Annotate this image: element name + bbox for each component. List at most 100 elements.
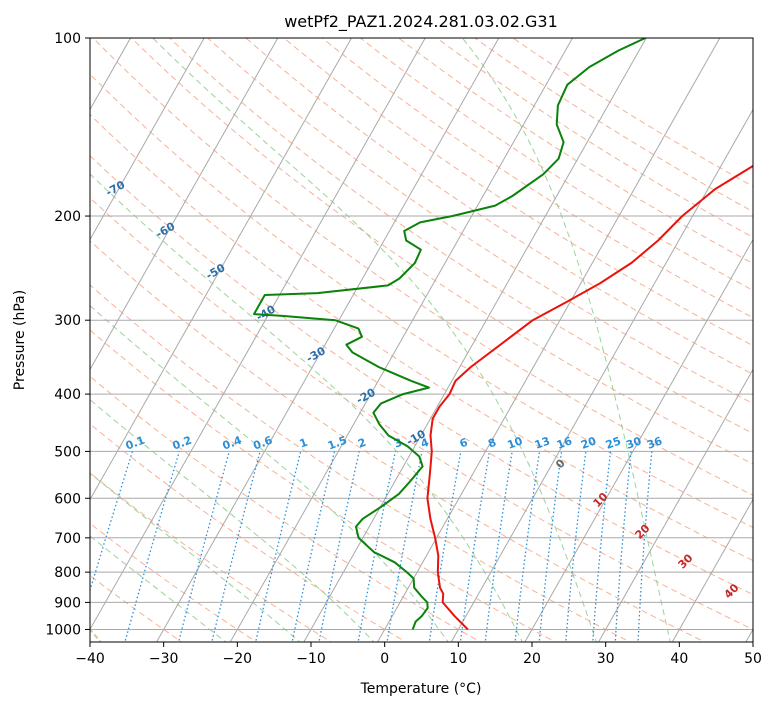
mixing-ratio-label: 25 — [604, 434, 623, 451]
dry-adiabat-line — [90, 329, 557, 642]
dry-adiabat-line — [245, 38, 753, 375]
mixing-ratio-label: 20 — [579, 434, 598, 452]
x-tick-label: −40 — [75, 651, 105, 667]
dry-adiabat-line — [90, 197, 753, 631]
temperature-profile-line — [426, 164, 753, 631]
y-tick-label: 1000 — [45, 622, 81, 638]
dry-adiabat-line — [90, 240, 706, 642]
moist-adiabat-line — [90, 535, 227, 642]
dry-adiabat-label: 10 — [591, 490, 611, 510]
mixing-ratio-label: 1 — [298, 436, 310, 451]
mixing-ratio-line — [637, 451, 653, 642]
dry-adiabats — [90, 38, 753, 642]
mixing-ratio-line — [459, 451, 491, 642]
y-tick-label: 100 — [54, 31, 81, 47]
mixing-ratio-line — [514, 451, 541, 642]
mixing-ratio-label: 6 — [458, 436, 470, 451]
plot-frame — [89, 37, 754, 643]
dry-adiabat-line — [92, 38, 753, 496]
moist-adiabats — [90, 38, 671, 642]
isotherm-label: -20 — [354, 386, 378, 407]
dry-adiabat-label: 0 — [553, 456, 568, 471]
isotherm-label: -80 — [53, 136, 77, 157]
mixing-ratio-line — [565, 451, 587, 642]
mixing-ratio-line — [386, 451, 423, 642]
mixing-ratio-line — [592, 451, 612, 642]
mixing-ratio-label: 0.1 — [124, 434, 147, 453]
dry-adiabat-label: 30 — [676, 551, 696, 571]
dry-adiabat-line — [90, 472, 333, 642]
mixing-ratio-line — [124, 451, 180, 642]
x-axis-title: Temperature (°C) — [360, 681, 482, 697]
dry-adiabat-line — [283, 38, 753, 347]
x-tick-label: 30 — [597, 651, 615, 667]
isotherm-line — [90, 38, 279, 371]
dry-adiabat-line — [90, 113, 753, 562]
mixing-ratio-label: 0.4 — [221, 434, 244, 453]
mixing-ratio-label: 3 — [392, 436, 404, 451]
isotherm-line — [450, 108, 753, 642]
dry-adiabat-label: 40 — [722, 581, 742, 601]
y-tick-label: 900 — [54, 595, 81, 611]
mixing-ratio-lines — [90, 451, 653, 642]
mixing-ratio-line — [614, 451, 632, 642]
dry-adiabat-line — [206, 38, 753, 404]
mixing-ratio-label: 30 — [624, 434, 643, 452]
dry-adiabat-line — [397, 38, 753, 265]
mixing-ratio-label: 16 — [555, 434, 574, 452]
isotherm-label: -30 — [304, 344, 328, 365]
mixing-ratio-label: 13 — [533, 434, 552, 451]
dewpoint-profile-line — [253, 38, 646, 630]
x-tick-label: −10 — [296, 651, 326, 667]
y-tick-label: 400 — [54, 387, 81, 403]
dry-adiabat-line — [130, 38, 753, 465]
isotherm-line — [90, 38, 426, 631]
y-tick-label: 200 — [54, 209, 81, 225]
chart-title: wetPf2_PAZ1.2024.281.03.02.G31 — [284, 12, 558, 32]
dry-adiabat-line — [90, 155, 753, 596]
mixing-ratio-label: 0.6 — [252, 434, 275, 453]
dry-adiabat-line — [512, 38, 753, 188]
isotherm-line — [229, 38, 574, 642]
isotherm-line — [303, 38, 647, 642]
mixing-ratio-line — [254, 451, 302, 642]
dry-adiabat-label: 20 — [633, 521, 653, 541]
dry-adiabat-line — [90, 522, 258, 642]
x-tick-label: 40 — [670, 651, 688, 667]
x-tick-label: 10 — [449, 651, 467, 667]
isotherm-line — [90, 38, 205, 241]
mixing-ratio-line — [428, 451, 462, 642]
x-tick-label: 0 — [380, 651, 389, 667]
isotherm-line — [0, 25, 64, 645]
isotherm-line — [155, 38, 500, 642]
dry-adiabat-line — [168, 38, 753, 434]
mixing-ratio-line — [291, 451, 336, 642]
isotherm-line — [745, 628, 753, 642]
mixing-ratio-label: 1.5 — [326, 434, 349, 453]
mixing-ratio-line — [318, 451, 360, 642]
mixing-ratio-line — [357, 451, 397, 642]
moist-adiabat-line — [90, 472, 301, 642]
isotherm-line — [524, 238, 753, 642]
mixing-ratio-label: 10 — [506, 434, 525, 452]
mixing-ratio-labels: 0.1 0.2 0.4 0.6 1 1.5 2 3 4 6 8 10 13 16 20 25 30 36 — [124, 434, 665, 453]
y-axis-title: Pressure (hPa) — [12, 290, 28, 390]
moist-adiabat-line — [462, 38, 671, 642]
y-tick-label: 800 — [54, 565, 81, 581]
x-tick-label: 50 — [744, 651, 762, 667]
mixing-ratio-line — [90, 451, 134, 593]
dry-adiabat-line — [359, 38, 753, 291]
isotherm-line — [90, 38, 353, 501]
mixing-ratio-line — [178, 451, 230, 642]
dry-adiabat-line — [435, 38, 753, 238]
mixing-ratio-line — [538, 451, 563, 642]
isotherm-label: -90 — [3, 95, 27, 116]
y-tick-label: 700 — [54, 531, 81, 547]
y-tick-label: 500 — [54, 444, 81, 460]
isotherms — [0, 25, 753, 645]
isotherm-line — [597, 368, 753, 642]
moist-adiabat-line — [90, 398, 375, 642]
mixing-ratio-line — [484, 451, 513, 642]
mixing-ratio-label: 2 — [356, 436, 368, 451]
